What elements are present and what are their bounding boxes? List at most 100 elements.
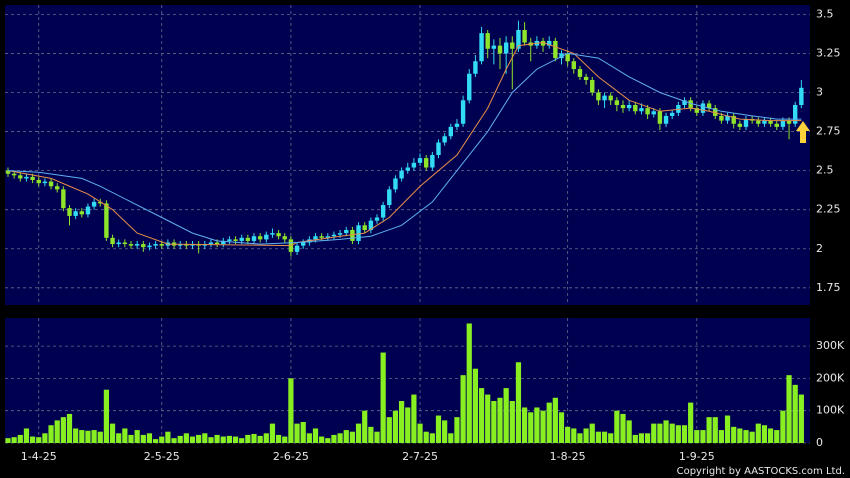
volume-bar	[380, 352, 386, 443]
volume-bar	[331, 434, 337, 443]
volume-bar	[42, 433, 48, 443]
volume-bar	[411, 394, 417, 443]
x-tick-label: 2-6-25	[273, 450, 309, 463]
volume-bar	[442, 420, 448, 443]
candle-body	[485, 33, 490, 49]
candle-body	[184, 244, 189, 246]
volume-bar	[11, 437, 17, 443]
volume-bar	[651, 423, 657, 443]
volume-bar	[503, 388, 509, 443]
candle-body	[245, 237, 251, 241]
candle-body	[725, 115, 730, 121]
volume-bar	[128, 434, 134, 443]
candle-body	[706, 103, 712, 109]
volume-bar	[749, 431, 755, 443]
candle-body	[24, 176, 29, 179]
candle-body	[651, 111, 656, 115]
candle-body	[682, 100, 687, 105]
volume-bar	[509, 401, 515, 443]
x-tick-label: 1-9-25	[679, 450, 715, 463]
candle-body	[257, 236, 263, 240]
candle-body	[393, 178, 398, 190]
volume-bar	[663, 420, 669, 443]
volume-bar	[429, 433, 435, 443]
volume-bar	[497, 397, 503, 443]
candle-body	[602, 95, 607, 101]
candle-body	[608, 95, 613, 101]
volume-bar	[226, 435, 232, 443]
volume-bar	[300, 422, 306, 443]
candle-body	[737, 123, 743, 127]
candle-body	[503, 42, 509, 54]
volume-bar	[589, 423, 595, 443]
volume-bar	[140, 434, 146, 443]
candle-body	[645, 108, 650, 115]
volume-bar	[232, 436, 239, 443]
x-tick-label: 1-8-25	[550, 450, 586, 463]
candle-body	[104, 203, 109, 238]
volume-bar	[706, 417, 712, 443]
volume-bar	[522, 407, 528, 443]
volume-bar	[109, 423, 116, 443]
volume-bar	[583, 428, 589, 443]
candle-body	[713, 108, 718, 116]
volume-bar	[780, 410, 786, 443]
volume-bar	[675, 425, 681, 443]
volume-bar	[54, 420, 60, 443]
volume-bar	[724, 415, 731, 443]
candle-body	[424, 158, 429, 168]
volume-bar	[638, 433, 645, 443]
y-tick-label: 1.75	[816, 281, 841, 294]
volume-bar	[116, 433, 122, 443]
volume-bar	[134, 430, 140, 443]
volume-bar	[485, 394, 491, 443]
volume-bar	[325, 438, 331, 443]
volume-bar	[97, 431, 103, 443]
candle-body	[460, 100, 466, 124]
volume-bar	[688, 402, 694, 443]
volume-bar	[48, 425, 54, 443]
candle-body	[663, 115, 669, 124]
candle-body	[91, 201, 97, 207]
volume-bar	[368, 426, 374, 443]
volume-bar	[718, 430, 724, 443]
candle-body	[540, 40, 546, 46]
volume-bar	[558, 412, 565, 443]
candle-body	[42, 181, 48, 184]
candle-body	[516, 30, 521, 49]
x-tick-label: 2-5-25	[144, 450, 180, 463]
volume-bar	[386, 417, 392, 443]
candle-body	[282, 236, 287, 240]
candle-body	[356, 225, 361, 241]
candle-body	[774, 123, 779, 127]
candle-body	[743, 119, 749, 127]
volume-bar	[91, 430, 97, 443]
candle-body	[276, 233, 281, 237]
candle-body	[73, 211, 78, 216]
volume-bar	[263, 433, 269, 443]
volume-bar	[478, 388, 485, 443]
volume-bar	[552, 397, 558, 443]
volume-bar	[146, 433, 153, 443]
candle-body	[116, 242, 121, 245]
volume-bar	[626, 420, 632, 443]
candle-body	[374, 217, 380, 221]
volume-bar	[202, 433, 208, 443]
moving-average-line	[7, 41, 802, 247]
candle-body	[756, 120, 761, 124]
candle-body	[583, 76, 589, 80]
volume-bar	[399, 401, 405, 443]
candle-body	[178, 244, 183, 246]
volume-bar	[337, 433, 343, 443]
candle-body	[36, 180, 41, 184]
volume-bar	[731, 426, 737, 443]
candle-body	[793, 105, 798, 124]
candle-body	[368, 220, 374, 230]
volume-bar	[472, 368, 478, 443]
candle-body	[491, 45, 497, 49]
candle-body	[731, 115, 736, 124]
volume-bar	[214, 434, 220, 443]
volume-bar	[681, 425, 688, 443]
